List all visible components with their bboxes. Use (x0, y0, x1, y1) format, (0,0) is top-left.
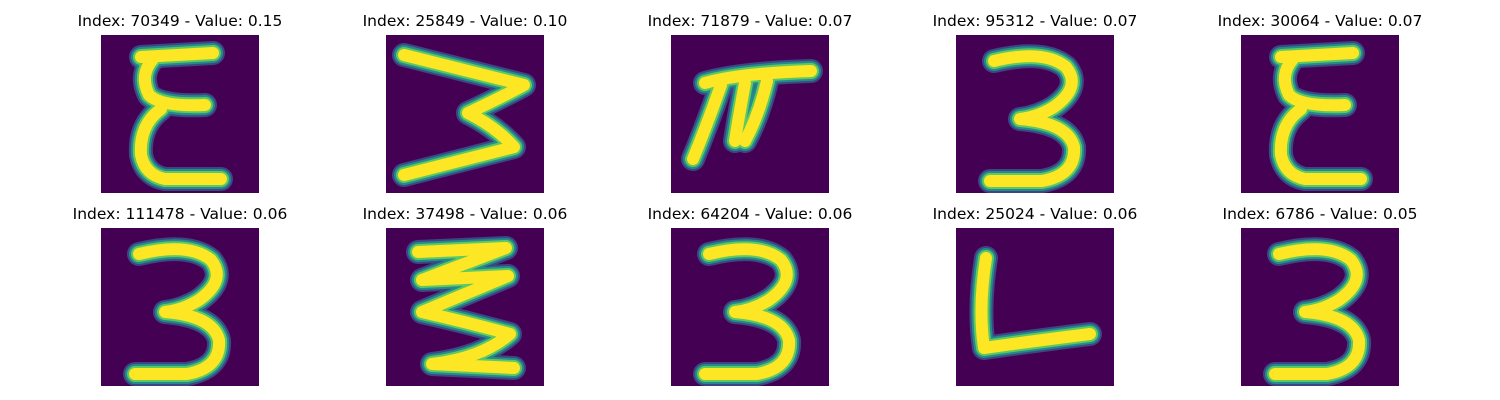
digit-stroke (412, 242, 520, 374)
digit-svg (101, 35, 259, 193)
digit-svg (386, 35, 544, 193)
digit-image (101, 35, 259, 193)
panel: Index: 111478 - Value: 0.06 (60, 205, 300, 395)
digit-stroke (129, 243, 226, 380)
digit-image (1241, 228, 1399, 386)
panel-title: Index: 30064 - Value: 0.07 (1217, 12, 1423, 30)
panel: Index: 70349 - Value: 0.15 (60, 12, 300, 202)
panel-title: Index: 37498 - Value: 0.06 (362, 205, 568, 223)
panel: Index: 6786 - Value: 0.05 (1200, 205, 1440, 395)
digit-svg (671, 35, 829, 193)
digit-stroke (699, 65, 817, 89)
digit-stroke (134, 103, 227, 185)
digit-stroke (398, 49, 530, 181)
digit-image (956, 35, 1114, 193)
digit-stroke (1274, 103, 1367, 185)
digit-image (1241, 35, 1399, 193)
panel-title: Index: 95312 - Value: 0.07 (932, 12, 1138, 30)
panel: Index: 30064 - Value: 0.07 (1200, 12, 1440, 202)
digit-image (101, 228, 259, 386)
digit-stroke (984, 50, 1081, 187)
digit-stroke (1269, 243, 1366, 380)
panel-title: Index: 6786 - Value: 0.05 (1222, 205, 1418, 223)
digit-svg (956, 228, 1114, 386)
digit-stroke (739, 75, 773, 147)
digit-stroke (138, 53, 211, 112)
digit-image (386, 35, 544, 193)
digit-stroke (699, 243, 796, 380)
panel: Index: 64204 - Value: 0.06 (630, 205, 870, 395)
digit-svg (386, 228, 544, 386)
digit-stroke (1278, 53, 1351, 112)
digit-image (671, 228, 829, 386)
digit-image (386, 228, 544, 386)
digit-stroke (687, 79, 727, 165)
panel: Index: 37498 - Value: 0.06 (345, 205, 585, 395)
digit-svg (671, 228, 829, 386)
panel: Index: 95312 - Value: 0.07 (915, 12, 1155, 202)
panel-title: Index: 70349 - Value: 0.15 (77, 12, 283, 30)
panel-title: Index: 71879 - Value: 0.07 (647, 12, 853, 30)
digit-stroke (975, 252, 1096, 354)
panel: Index: 71879 - Value: 0.07 (630, 12, 870, 202)
panel-title: Index: 64204 - Value: 0.06 (647, 205, 853, 223)
digit-svg (1241, 228, 1399, 386)
digit-svg (956, 35, 1114, 193)
digit-svg (101, 228, 259, 386)
digit-image (671, 35, 829, 193)
digit-stroke (729, 77, 751, 147)
panel-title: Index: 111478 - Value: 0.06 (72, 205, 288, 223)
digit-svg (1241, 35, 1399, 193)
panel: Index: 25024 - Value: 0.06 (915, 205, 1155, 395)
panel-title: Index: 25849 - Value: 0.10 (362, 12, 568, 30)
digit-image (956, 228, 1114, 386)
panel: Index: 25849 - Value: 0.10 (345, 12, 585, 202)
panel-title: Index: 25024 - Value: 0.06 (932, 205, 1138, 223)
